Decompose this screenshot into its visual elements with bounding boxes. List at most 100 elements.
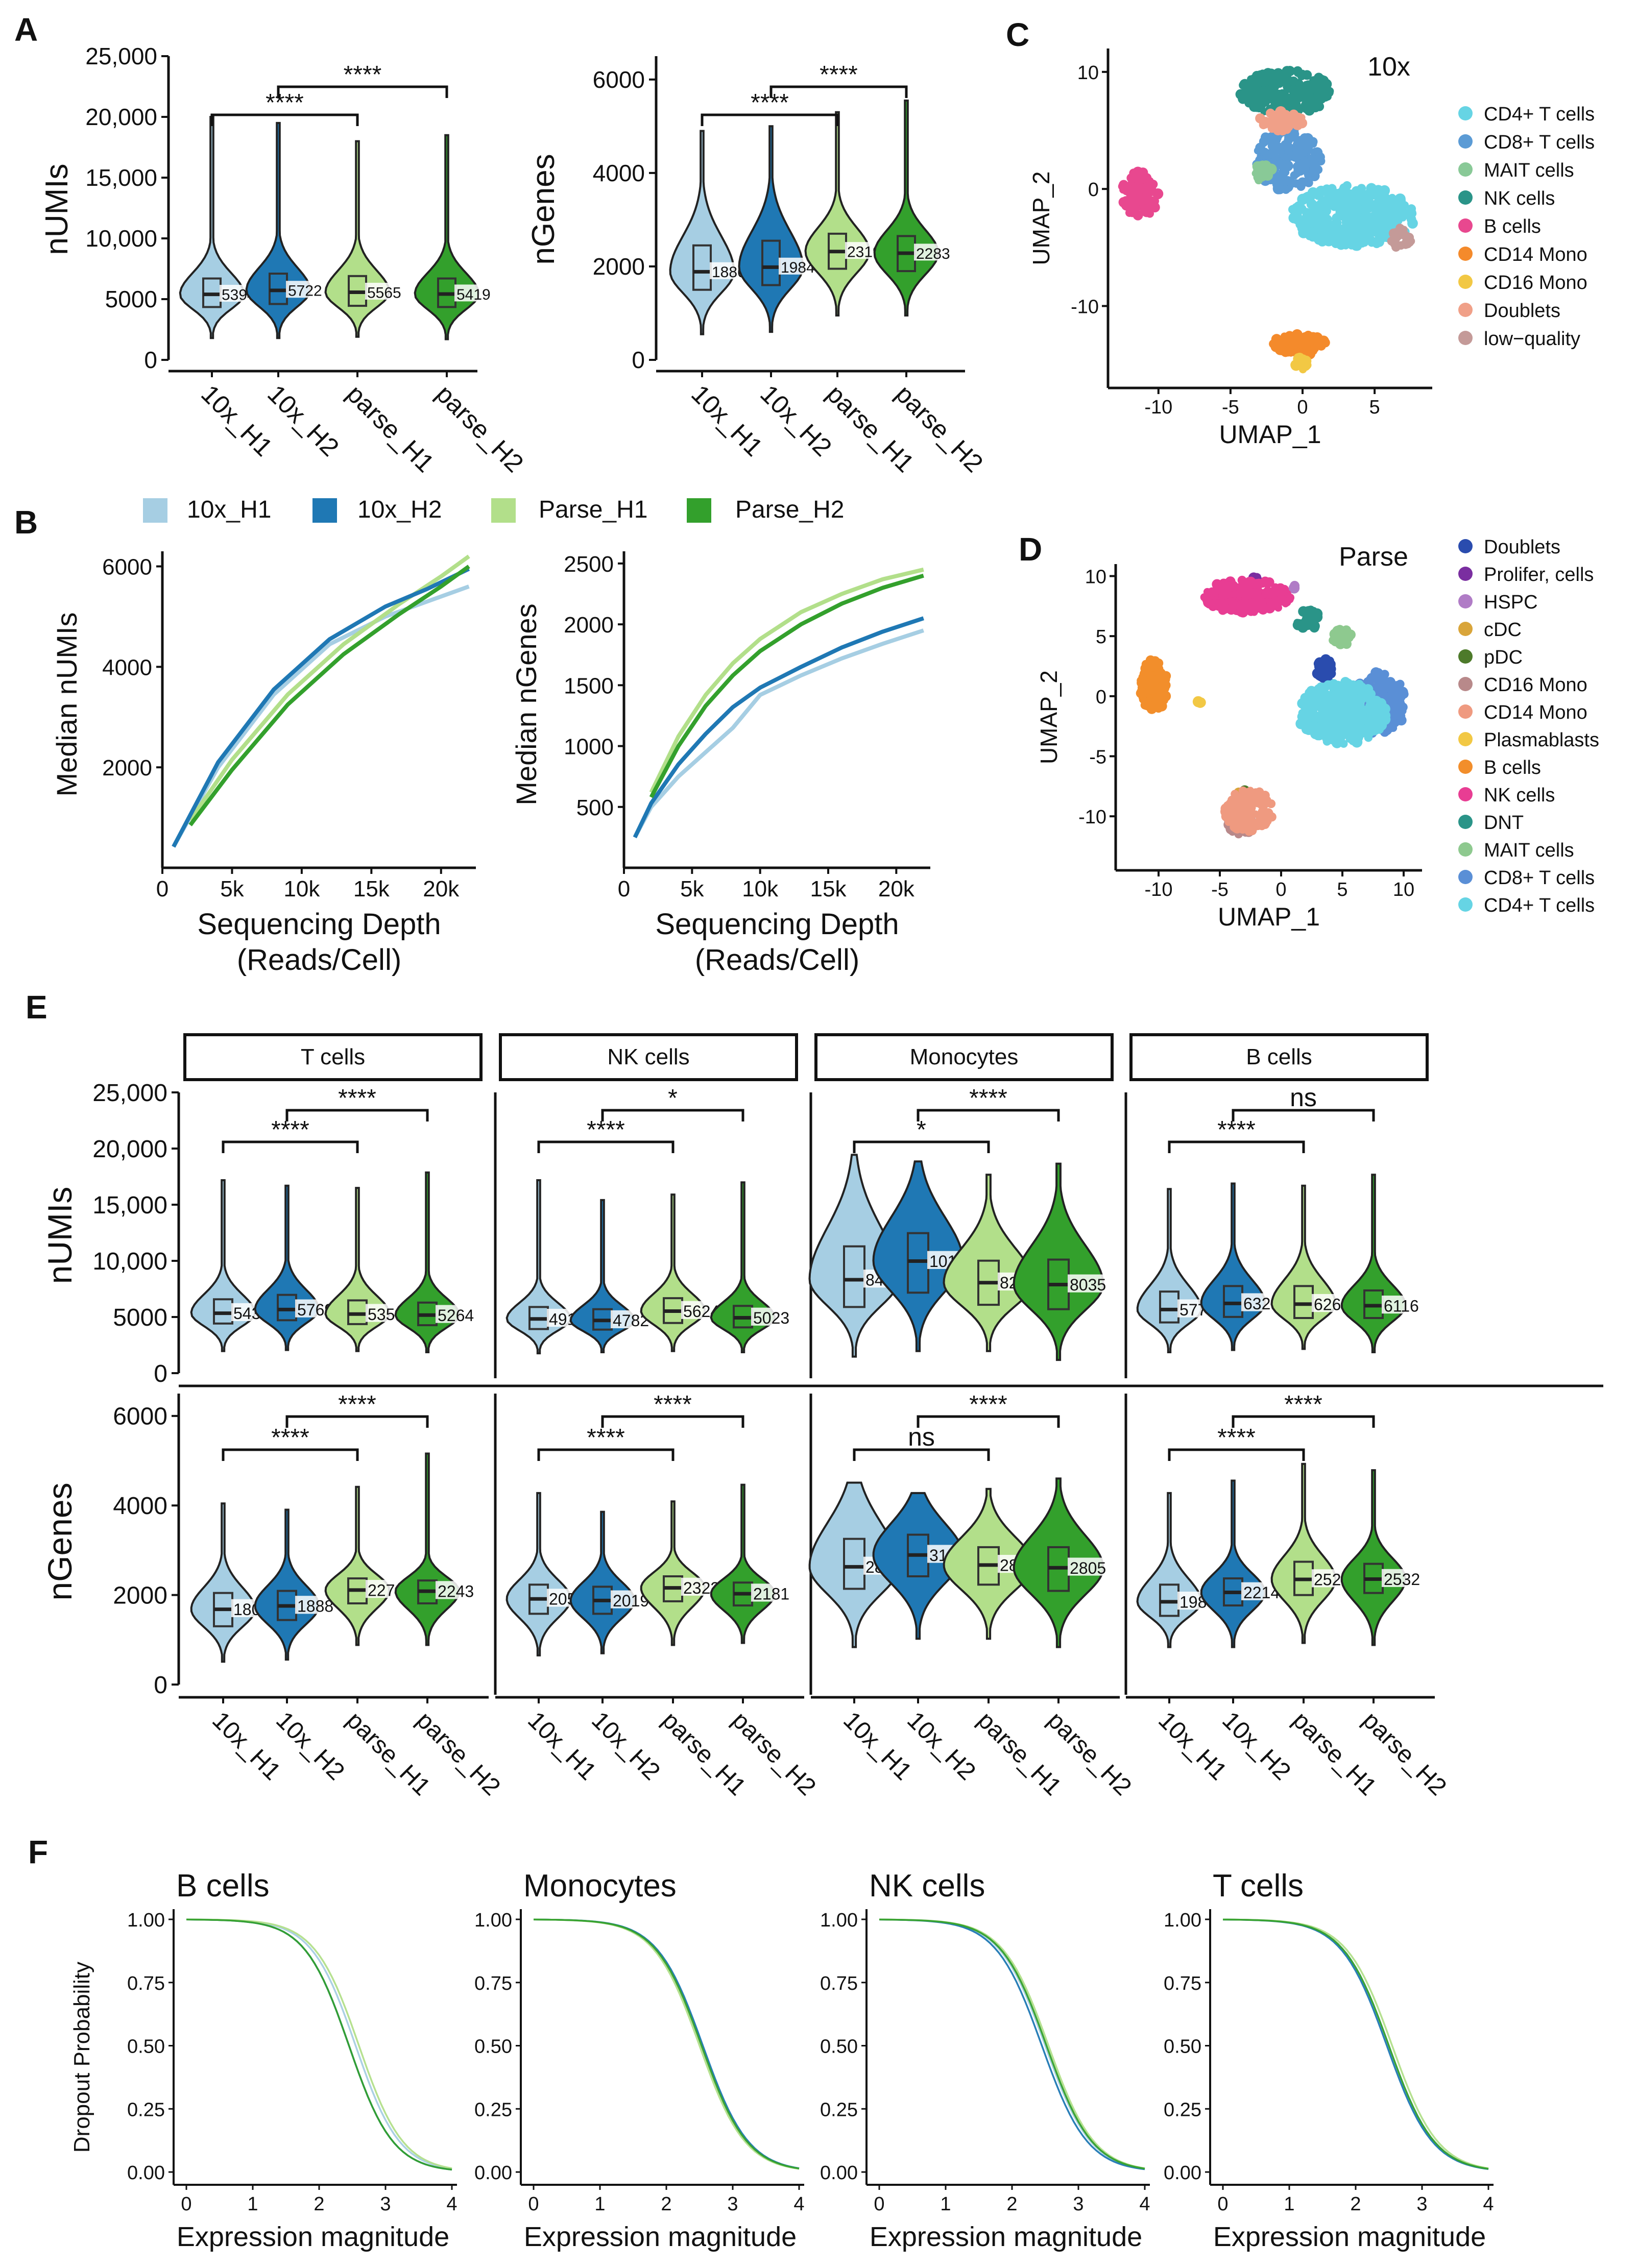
- e-numi-y-title: nUMIs: [41, 1187, 79, 1284]
- point: [1232, 808, 1240, 817]
- point: [1395, 217, 1403, 225]
- point: [1267, 812, 1277, 822]
- significance-bracket-0: [701, 113, 839, 126]
- point: [1371, 223, 1382, 234]
- f-curve-parse_h2: [879, 1918, 1145, 2170]
- d-umap-cluster-hspc: [1288, 580, 1300, 594]
- violin-0: [669, 130, 735, 335]
- e-facet-3-xtick-label-1: 10x_H2: [1217, 1706, 1295, 1785]
- point: [1225, 809, 1234, 818]
- median-label-3: 8035: [1070, 1276, 1106, 1294]
- d-umap-xtick-label-1: -5: [1211, 879, 1229, 900]
- violin-2: [640, 1500, 706, 1646]
- point: [1315, 711, 1327, 722]
- point: [1318, 335, 1329, 347]
- point: [1118, 182, 1127, 191]
- median-label-bg-3: [436, 1305, 476, 1323]
- f-curve-10x_h2: [1222, 1918, 1489, 2170]
- b-umi-ytick-label-2: 6000: [102, 555, 152, 580]
- d-umap-legend-label-6: CD14 Mono: [1484, 702, 1587, 723]
- point: [1297, 712, 1307, 722]
- point: [1128, 187, 1140, 198]
- point: [1293, 121, 1303, 131]
- d-umap-cluster-cd14-mono: [1220, 786, 1277, 836]
- point: [1133, 204, 1141, 212]
- point: [1207, 587, 1217, 597]
- d-umap-legend-swatch-2: [1458, 594, 1473, 608]
- d-umap-xtick-label-0: -10: [1145, 879, 1173, 900]
- f-curve-10x_h2: [879, 1918, 1145, 2171]
- point: [1326, 723, 1334, 731]
- c-umap-legend-label-4: B cells: [1484, 216, 1541, 237]
- e-genes-y-tick-label-3: 6000: [113, 1403, 167, 1430]
- point: [1303, 191, 1312, 200]
- significance-label-1: ****: [654, 1391, 692, 1418]
- significance-label-1: ****: [969, 1391, 1007, 1418]
- a-numi-y-tick-label-2: 10,000: [85, 225, 157, 252]
- median-label-3: 2283: [916, 246, 950, 262]
- f-curve-10x_h1: [186, 1918, 452, 2170]
- legend-label-10x-h1: 10x_H1: [187, 496, 271, 523]
- f-xtick-label-4: 4: [446, 2193, 457, 2215]
- violin-1: [1200, 1479, 1266, 1648]
- f-curve-parse_h1: [879, 1918, 1145, 2169]
- median-label-bg-3: [1068, 1274, 1109, 1292]
- c-umap-legend-swatch-8: [1458, 331, 1473, 345]
- d-umap-xtick-label-2: 0: [1275, 879, 1286, 900]
- a-genes-y-tick-label-1: 2000: [593, 253, 645, 280]
- d-umap-legend-label-2: HSPC: [1484, 592, 1538, 613]
- point: [1293, 169, 1301, 178]
- a-numi-y-tick-label-4: 20,000: [85, 104, 157, 130]
- point: [1252, 104, 1261, 112]
- e-numi-y-tick-label-3: 15,000: [92, 1192, 167, 1219]
- d-umap-legend-swatch-4: [1458, 649, 1473, 664]
- point: [1304, 172, 1312, 179]
- point: [1138, 673, 1147, 681]
- point: [1408, 209, 1417, 218]
- point: [1386, 723, 1395, 733]
- point: [1239, 79, 1250, 90]
- d-umap-legend-swatch-11: [1458, 842, 1473, 857]
- a-numi-xtick-label-1: 10x_H2: [262, 379, 344, 461]
- point: [1331, 698, 1341, 709]
- significance-label-1: ****: [338, 1391, 376, 1418]
- point: [1364, 234, 1375, 245]
- significance-label-0: ****: [1217, 1116, 1256, 1143]
- a-numi-y-tick-label-0: 0: [144, 347, 157, 373]
- d-umap-cluster-doublets: [1312, 654, 1336, 684]
- f-ytick-label-3: 0.75: [820, 1973, 858, 1994]
- point: [1303, 606, 1314, 617]
- f-xtick-label-3: 3: [1073, 2193, 1084, 2215]
- d-umap-legend-swatch-5: [1458, 677, 1473, 691]
- point: [1278, 70, 1286, 79]
- median-label-bg-3: [1068, 1557, 1109, 1576]
- point: [1255, 113, 1265, 124]
- point: [1142, 702, 1150, 710]
- d-umap-xtick-label-3: 5: [1337, 879, 1347, 900]
- point: [1253, 77, 1263, 88]
- point: [1305, 136, 1314, 145]
- f-xtick-label-2: 2: [661, 2193, 671, 2215]
- c-umap-legend-swatch-1: [1458, 134, 1473, 149]
- violin-1: [738, 125, 804, 333]
- e-genes-y-tick-label-2: 4000: [113, 1493, 167, 1520]
- point: [1275, 583, 1286, 593]
- point: [1393, 703, 1404, 715]
- f-ytick-label-3: 0.75: [127, 1973, 165, 1994]
- significance-label-1: *: [668, 1085, 678, 1112]
- f-x-title: Expression magnitude: [1213, 2222, 1486, 2252]
- c-umap-ytick-label-1: 0: [1088, 179, 1099, 201]
- point: [1317, 189, 1325, 198]
- point: [1346, 702, 1357, 713]
- point: [1326, 669, 1336, 678]
- violin-1: [569, 1510, 636, 1654]
- point: [1353, 194, 1365, 206]
- d-umap-y-title: UMAP_2: [1036, 670, 1062, 764]
- d-umap-legend-swatch-3: [1458, 622, 1473, 636]
- f-ytick-label-1: 0.25: [127, 2099, 165, 2120]
- point: [1355, 724, 1362, 732]
- significance-bracket-1: [1232, 1109, 1375, 1121]
- violin-1: [872, 1492, 964, 1640]
